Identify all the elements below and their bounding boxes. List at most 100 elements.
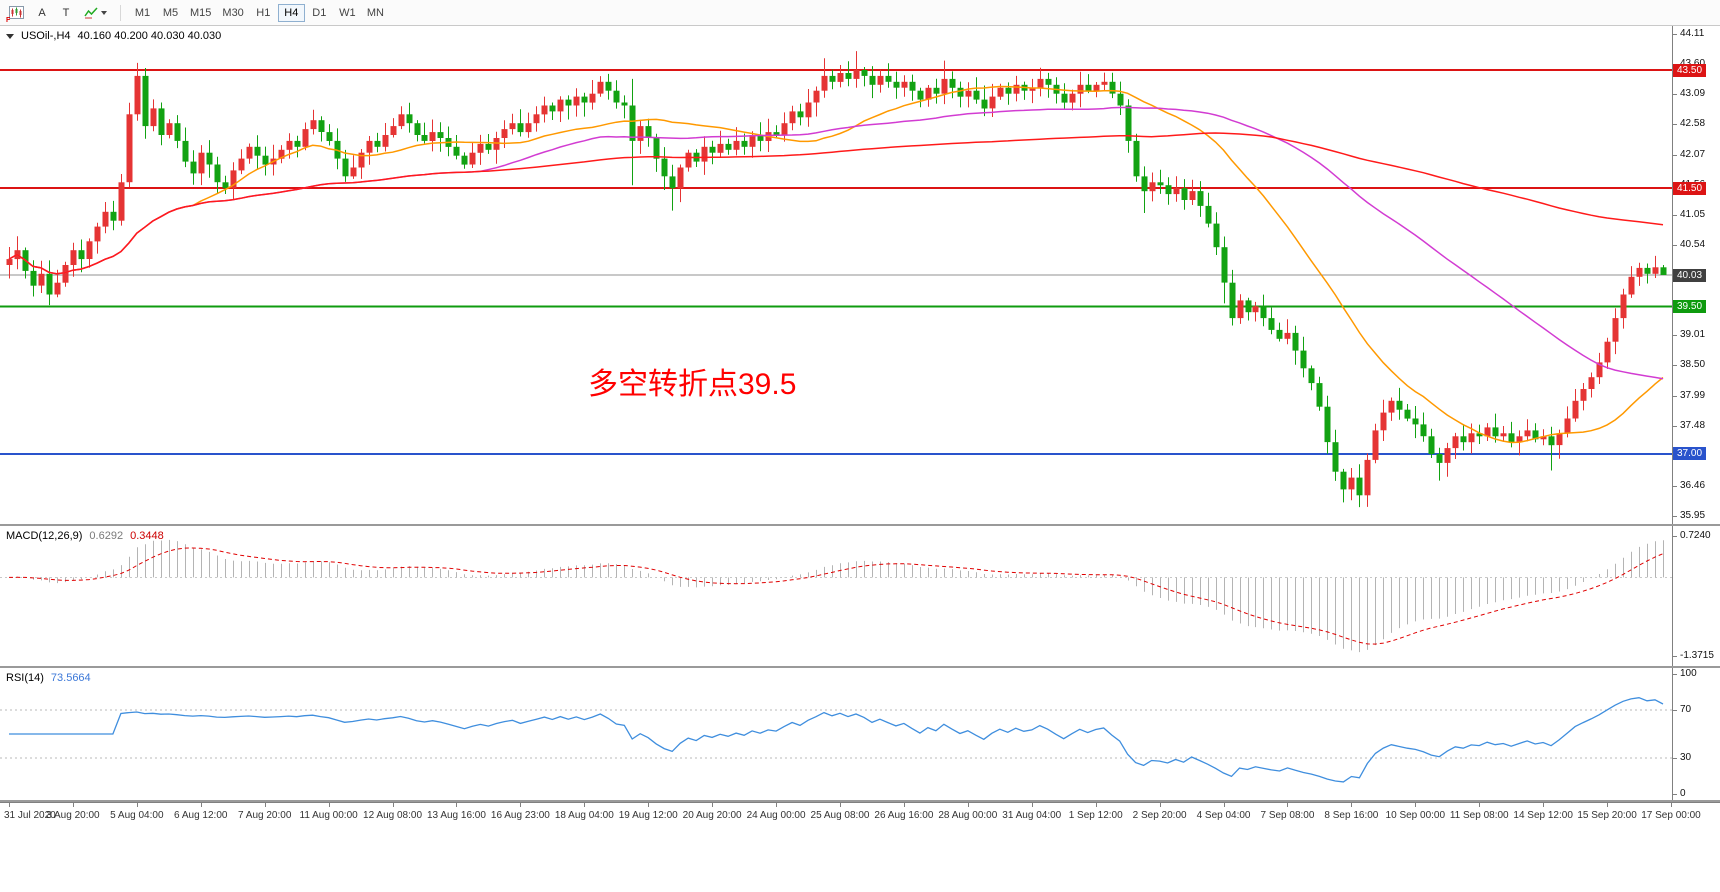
time-axis-label: 28 Aug 00:00 <box>938 810 998 821</box>
price-axis-label: 42.58 <box>1672 118 1706 130</box>
time-axis-label: 24 Aug 00:00 <box>746 810 806 821</box>
timeframe-mn[interactable]: MN <box>362 4 389 22</box>
time-axis-label: 18 Aug 04:00 <box>554 810 614 821</box>
level-price-badge: 41.50 <box>1673 181 1707 195</box>
time-axis-label: 14 Sep 12:00 <box>1513 810 1573 821</box>
time-axis-tick <box>967 803 969 807</box>
time-axis-tick <box>72 803 74 807</box>
time-axis-label: 26 Aug 16:00 <box>874 810 934 821</box>
rsi-axis[interactable]: 100 70 30 0 <box>1672 668 1720 800</box>
time-axis-tick <box>1287 803 1289 807</box>
time-axis-label: 6 Aug 12:00 <box>174 810 228 821</box>
price-axis-label: 36.46 <box>1672 479 1706 491</box>
time-axis-label: 11 Aug 00:00 <box>299 810 358 821</box>
macd-label-row: MACD(12,26,9) 0.6292 0.3448 <box>6 530 164 542</box>
time-axis-tick <box>712 803 714 807</box>
level-price-badge: 37.00 <box>1673 447 1707 461</box>
rsi-plot[interactable]: RSI(14) 73.5664 <box>0 668 1672 800</box>
time-axis-tick <box>264 803 266 807</box>
price-axis[interactable]: 44.1143.6043.0942.5842.0741.5641.0540.54… <box>1672 26 1720 524</box>
time-axis-tick <box>1415 803 1417 807</box>
time-axis-label: 13 Aug 16:00 <box>426 810 486 821</box>
rsi-axis-label: 0 <box>1673 788 1686 799</box>
time-axis-label: 20 Aug 20:00 <box>682 810 742 821</box>
time-axis[interactable]: 31 Jul 2020 3 Aug 20:00 5 Aug 04:00 6 Aug 1… <box>0 802 1720 830</box>
timeframe-group: M1 M5 M15 M30 H1 H4 D1 W1 MN <box>129 3 389 22</box>
time-axis-tick <box>8 803 10 807</box>
timeframe-m5[interactable]: M5 <box>157 4 184 22</box>
time-axis-label: 2 Sep 20:00 <box>1132 810 1187 821</box>
timeframe-d1[interactable]: D1 <box>306 4 333 22</box>
macd-signal-value: 0.3448 <box>130 530 164 542</box>
timeframe-h4[interactable]: H4 <box>277 3 305 22</box>
time-axis-label: 1 Sep 12:00 <box>1068 810 1123 821</box>
time-axis-label: 15 Sep 20:00 <box>1577 810 1637 821</box>
time-axis-label: 19 Aug 12:00 <box>618 810 678 821</box>
timeframe-w1[interactable]: W1 <box>334 4 361 22</box>
time-axis-tick <box>584 803 586 807</box>
macd-axis-label: -1.3715 <box>1673 649 1714 661</box>
time-axis-label: 16 Aug 23:00 <box>490 810 550 821</box>
macd-axis-label: 0.7240 <box>1673 529 1711 541</box>
time-axis-tick <box>1223 803 1225 807</box>
top-toolbar: F A T M1 M5 M15 M30 H1 H4 D1 W1 MN <box>0 0 1720 26</box>
indicator-zigzag-icon <box>84 6 98 18</box>
time-axis-tick <box>1479 803 1481 807</box>
time-axis-tick <box>1031 803 1033 807</box>
time-axis-label: 7 Sep 08:00 <box>1260 810 1315 821</box>
price-axis-label: 40.54 <box>1672 238 1706 250</box>
rsi-value: 73.5664 <box>50 672 91 684</box>
ma-line-slow <box>8 132 1664 275</box>
price-axis-label: 37.99 <box>1672 389 1706 401</box>
cursor-a-button[interactable]: A <box>31 3 53 23</box>
time-axis-label: 12 Aug 08:00 <box>363 810 423 821</box>
time-axis-tick <box>200 803 202 807</box>
time-axis-tick <box>1351 803 1353 807</box>
chart-annotation-text: 多空转折点39.5 <box>588 368 797 401</box>
macd-panel: MACD(12,26,9) 0.6292 0.3448 0.7240 -1.371… <box>0 526 1720 668</box>
level-price-badge: 39.50 <box>1673 299 1707 313</box>
time-axis-label: 3 Aug 20:00 <box>46 810 100 821</box>
time-axis-tick <box>839 803 841 807</box>
rsi-axis-label: 100 <box>1673 668 1697 679</box>
chart-window-button[interactable]: F <box>4 3 29 24</box>
chart-collapse-triangle-icon[interactable] <box>6 34 14 39</box>
chart-ohlc-values: 40.160 40.200 40.030 40.030 <box>77 30 222 42</box>
time-axis-label: 7 Aug 20:00 <box>237 810 292 821</box>
timeframe-m1[interactable]: M1 <box>129 4 156 22</box>
time-axis-label: 10 Sep 00:00 <box>1385 810 1446 821</box>
candlestick-chart-icon <box>9 6 24 19</box>
macd-axis[interactable]: 0.7240 -1.3715 <box>1672 526 1720 666</box>
text-tool-button[interactable]: T <box>55 3 77 23</box>
candles <box>6 51 1667 508</box>
price-axis-label: 41.05 <box>1672 208 1706 220</box>
rsi-axis-label: 30 <box>1672 752 1692 763</box>
timeframe-m30[interactable]: M30 <box>217 4 248 22</box>
chart-title-row: USOil-,H4 40.160 40.200 40.030 40.030 <box>6 30 221 42</box>
current-price-badge: 40.03 <box>1673 268 1707 282</box>
time-axis-tick <box>520 803 522 807</box>
macd-chart <box>0 539 1672 653</box>
time-axis-tick <box>1159 803 1161 807</box>
dropdown-caret-icon <box>101 10 107 15</box>
rsi-indicator-label: RSI(14) <box>6 672 44 684</box>
macd-main-value: 0.6292 <box>89 530 124 542</box>
time-axis-tick <box>328 803 330 807</box>
rsi-label-row: RSI(14) 73.5664 <box>6 672 91 684</box>
time-axis-label: 11 Sep 08:00 <box>1449 810 1509 821</box>
macd-signal-line <box>8 547 1664 645</box>
indicators-button[interactable] <box>79 3 112 23</box>
price-axis-label: 37.48 <box>1672 419 1706 431</box>
time-axis-label: 4 Sep 04:00 <box>1196 810 1251 821</box>
candlestick-chart <box>0 51 1672 508</box>
time-axis-tick <box>1607 803 1609 807</box>
time-axis-tick <box>1670 803 1672 807</box>
macd-plot[interactable]: MACD(12,26,9) 0.6292 0.3448 <box>0 526 1672 666</box>
timeframe-h1[interactable]: H1 <box>250 4 277 22</box>
timeframe-m15[interactable]: M15 <box>185 4 216 22</box>
main-chart-plot[interactable]: USOil-,H4 40.160 40.200 40.030 40.030 多空… <box>0 26 1672 524</box>
price-axis-label: 38.50 <box>1672 359 1706 371</box>
time-axis-label: 17 Sep 00:00 <box>1641 810 1701 821</box>
time-axis-label: 8 Sep 16:00 <box>1324 810 1379 821</box>
